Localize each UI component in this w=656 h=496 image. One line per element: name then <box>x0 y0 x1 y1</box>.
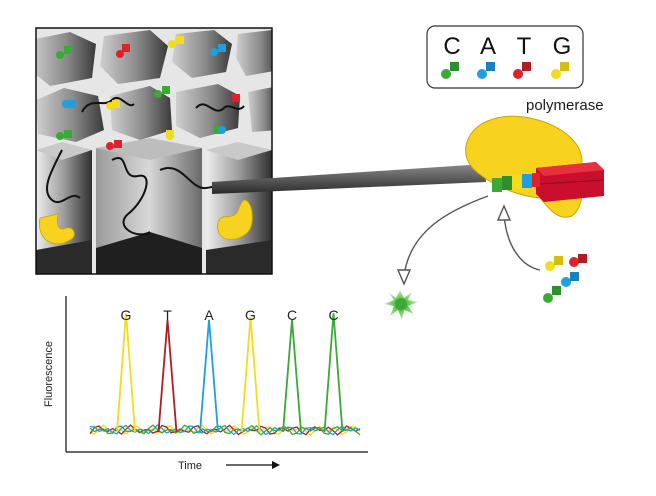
nucleotide-t-icon <box>513 62 531 79</box>
time-arrow-icon <box>226 461 280 469</box>
peak-label-4: G <box>245 307 256 323</box>
peak-2 <box>157 319 178 433</box>
polymerase-complex <box>465 115 605 218</box>
y-axis-label: Fluorescence <box>43 341 55 407</box>
peak-label-3: A <box>204 307 214 323</box>
peak-label-6: C <box>328 307 338 323</box>
peak-1 <box>116 313 136 433</box>
nucleotide-g-icon <box>551 62 569 79</box>
release-arrow <box>396 195 489 286</box>
legend-letter-a: A <box>480 33 496 60</box>
base-legend: C A T G <box>426 25 584 89</box>
baseline-noise <box>89 424 361 436</box>
noise-trace <box>89 424 361 436</box>
fluorescence-flash-icon <box>384 290 418 320</box>
incoming-arrow <box>496 204 541 271</box>
legend-letter-t: T <box>517 33 532 60</box>
peak-4 <box>240 317 261 433</box>
peak-series <box>116 313 344 433</box>
x-axis-label: Time <box>178 460 202 472</box>
peak-5 <box>282 319 302 433</box>
peak-6 <box>323 313 344 433</box>
nucleotide-a-icon <box>477 62 495 79</box>
peak-label-2: T <box>163 307 172 323</box>
peak-label-1: G <box>121 307 132 323</box>
polymerase-label: polymerase <box>526 97 604 114</box>
legend-letter-c: C <box>443 33 460 60</box>
nucleotide-c-icon <box>441 62 459 79</box>
fluorescence-chart: G T A G C C Fluorescence Time <box>43 296 368 472</box>
waveguide-array <box>35 27 273 275</box>
peak-3 <box>199 319 219 433</box>
legend-letter-g: G <box>553 33 572 60</box>
zoom-beam <box>212 164 486 194</box>
peak-label-5: C <box>287 307 297 323</box>
free-nucleotides <box>543 254 587 303</box>
